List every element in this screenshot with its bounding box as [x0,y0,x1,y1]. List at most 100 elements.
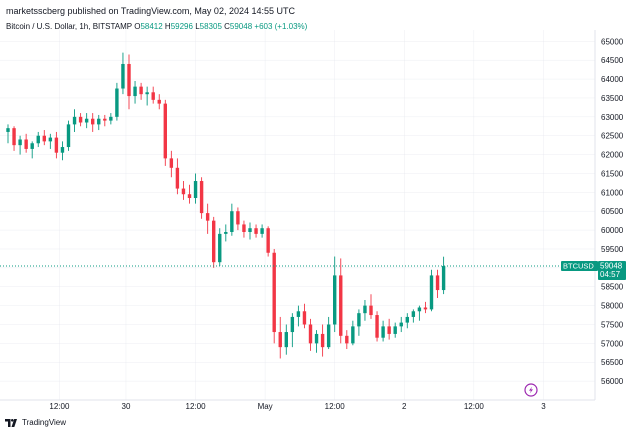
candle-body-down [320,333,325,348]
candle-body-up [218,233,222,263]
candle-body-up [30,143,34,149]
candle[interactable] [278,316,282,359]
candle[interactable] [218,228,222,266]
candle[interactable] [91,113,95,132]
open-label: O [134,22,141,31]
candle[interactable] [42,130,46,146]
candle[interactable] [369,294,373,319]
candle[interactable] [381,320,385,342]
candle[interactable] [193,173,198,204]
candle[interactable] [333,256,337,333]
candle[interactable] [36,131,40,148]
candle-body-up [326,324,331,348]
candle[interactable] [254,224,258,238]
time-axis-labels[interactable]: 12:00 30 12:00 May 12:00 2 12:00 3 [49,402,546,411]
price-axis-labels[interactable]: 65000 64500 64000 63500 63000 62500 62000 61500… [601,37,624,386]
candle[interactable] [109,113,113,125]
candle-body-up [405,316,409,323]
candle-body-down [212,220,216,263]
candle[interactable] [115,82,119,121]
candle[interactable] [139,82,143,100]
candle[interactable] [260,224,264,238]
candle[interactable] [236,207,240,231]
candle[interactable] [411,309,416,323]
candle-body-down [236,211,240,225]
candle[interactable] [363,299,367,321]
candle[interactable] [6,124,10,144]
candle[interactable] [387,318,391,340]
candle[interactable] [12,126,16,151]
candle[interactable] [24,133,28,153]
candle[interactable] [48,133,53,149]
candle[interactable] [417,305,422,321]
candle[interactable] [163,99,167,166]
candle[interactable] [199,177,204,219]
candle[interactable] [175,158,180,195]
candle[interactable] [308,318,313,351]
tradingview-branding[interactable]: TradingView [5,418,66,427]
candle[interactable] [78,113,83,127]
candle[interactable] [66,120,71,151]
candle[interactable] [284,324,288,355]
candle[interactable] [205,203,210,234]
candle[interactable] [248,222,252,240]
symbol-ohlc-legend[interactable]: Bitcoin / U.S. Dollar, 1h, BITSTAMP O584… [6,22,307,31]
candle-body-up [84,118,89,123]
candle[interactable] [230,203,234,236]
candle[interactable] [127,54,131,110]
candle[interactable] [296,305,301,327]
candle[interactable] [345,330,349,350]
candle[interactable] [151,86,155,104]
candle[interactable] [242,220,246,238]
candle[interactable] [84,113,89,129]
candle[interactable] [393,322,397,338]
candle[interactable] [30,141,34,159]
price-tick-label: 64500 [601,56,624,65]
candle[interactable] [339,258,343,344]
candle[interactable] [103,114,107,127]
candle[interactable] [181,181,186,200]
candle[interactable] [290,313,295,348]
candle[interactable] [405,313,409,329]
event-marker-icon[interactable] [524,383,538,397]
candle[interactable] [351,320,355,346]
candle-body-up [224,231,228,234]
candle[interactable] [97,114,101,131]
candle[interactable] [326,316,331,350]
candle[interactable] [272,248,276,344]
price-tick-label: 63500 [601,94,624,103]
candle-body-up [48,137,53,142]
candle[interactable] [423,301,428,314]
candle[interactable] [157,94,161,110]
candle[interactable] [429,269,434,312]
candle[interactable] [224,224,228,242]
candle[interactable] [169,150,174,178]
candle[interactable] [441,256,446,295]
candle-body-down [175,167,180,189]
candle[interactable] [320,324,325,357]
candle[interactable] [72,109,77,132]
candle[interactable] [187,184,192,204]
candle[interactable] [375,311,379,342]
candle[interactable] [54,131,59,159]
candle[interactable] [435,269,440,299]
candle[interactable] [145,86,149,106]
candle[interactable] [357,309,361,336]
candle-body-up [133,86,137,97]
price-tick-label: 60000 [601,226,624,235]
candle[interactable] [121,52,125,95]
candle[interactable] [302,303,307,329]
price-tick-label: 62500 [601,132,624,141]
change-value: +603 (+1.03%) [254,22,308,31]
price-tick-label: 58500 [601,283,624,292]
candle[interactable] [18,135,22,155]
candle[interactable] [60,141,65,161]
candle-body-up [72,116,77,125]
candle[interactable] [212,216,216,268]
candle[interactable] [266,226,270,257]
candle[interactable] [314,330,319,353]
candle[interactable] [399,316,403,333]
candle-body-up [417,307,422,312]
candle[interactable] [133,80,137,104]
